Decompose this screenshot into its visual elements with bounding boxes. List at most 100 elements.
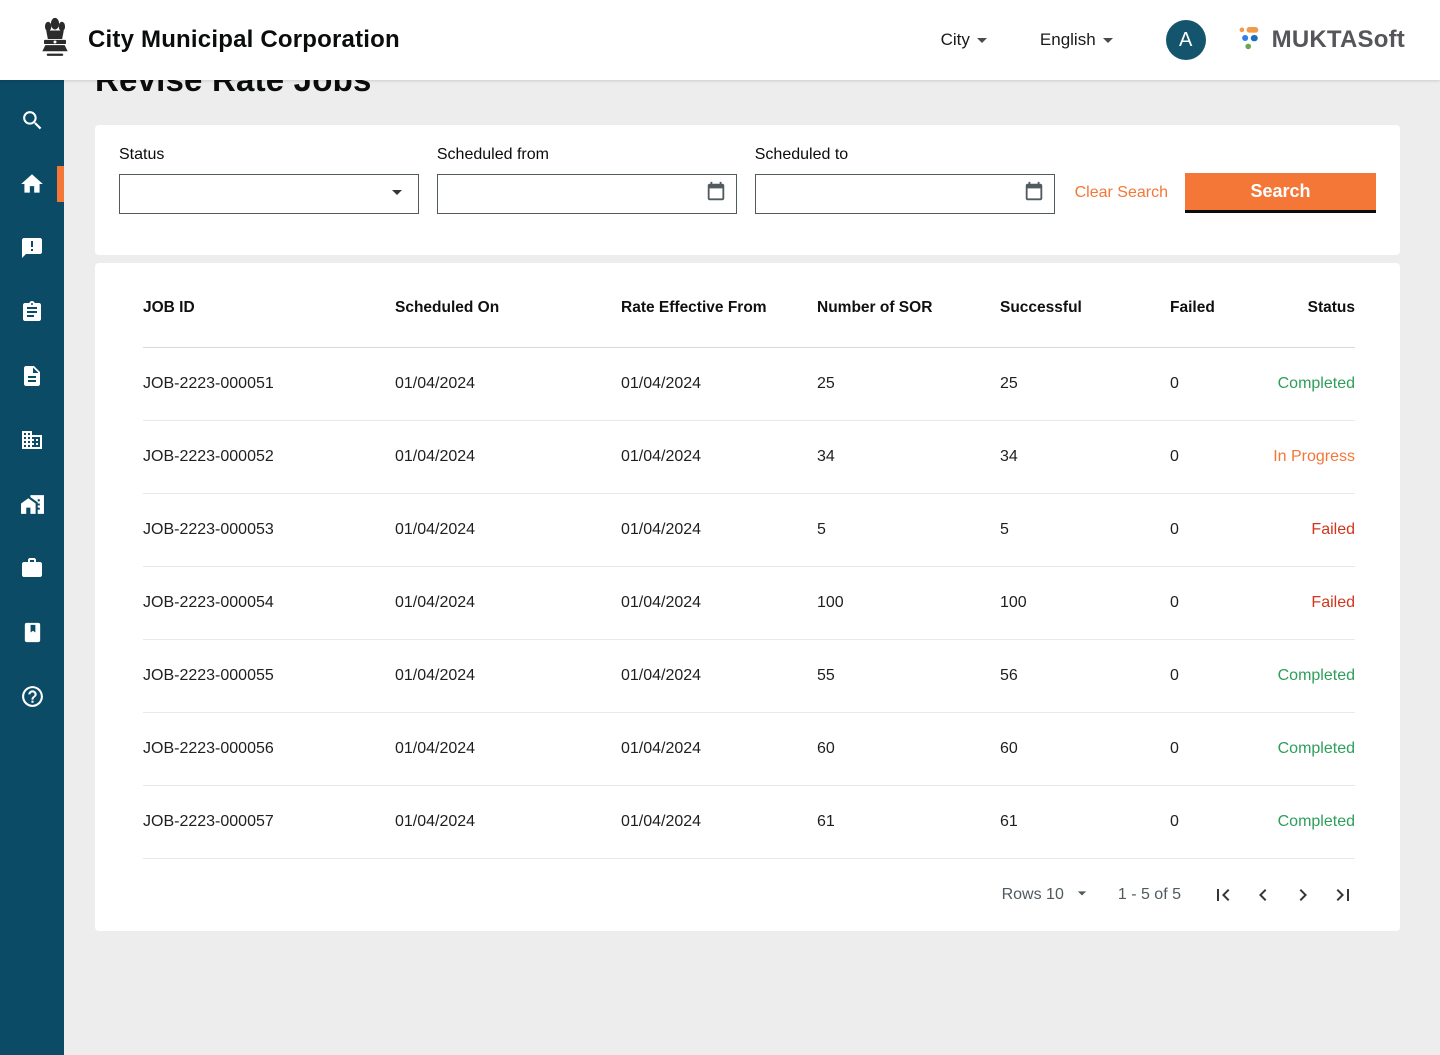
main-content: Home / Search SOR/ View Jobs Revise Rate… [64, 0, 1440, 931]
building-icon [20, 428, 44, 452]
assignment-icon [20, 300, 44, 324]
status-badge: Completed [1265, 712, 1355, 786]
cell-rate-effective-from: 01/04/2024 [621, 493, 817, 567]
language-dropdown[interactable]: English [1040, 28, 1120, 52]
first-page-button[interactable] [1211, 883, 1235, 907]
org-title: City Municipal Corporation [88, 26, 400, 53]
topbar-right: City English A MUKTASoft [941, 20, 1440, 60]
status-badge: Completed [1265, 347, 1355, 421]
city-dropdown[interactable]: City [941, 28, 994, 52]
column-header-number-of-sor: Number of SOR [817, 263, 1000, 348]
scheduled-from-label: Scheduled from [436, 146, 549, 163]
rows-per-page-select[interactable]: Rows 10 [1002, 883, 1092, 908]
cell-successful: 61 [1000, 785, 1170, 859]
table-row: JOB-2223-000056 01/04/2024 01/04/2024 60… [143, 712, 1355, 786]
table-header-row: JOB ID Scheduled On Rate Effective From … [143, 263, 1355, 348]
scheduled-to-label: Scheduled to [754, 146, 849, 163]
announcement-icon [20, 236, 44, 260]
language-dropdown-label: English [1039, 30, 1096, 49]
sidebar-item-organisation[interactable] [0, 408, 64, 472]
cell-job-id: JOB-2223-000051 [143, 347, 395, 421]
scheduled-to-input[interactable] [754, 174, 1055, 214]
column-header-status: Status [1265, 263, 1355, 348]
status-badge: Failed [1265, 566, 1355, 640]
cell-number-of-sor: 34 [817, 420, 1000, 494]
cell-number-of-sor: 100 [817, 566, 1000, 640]
table-row: JOB-2223-000057 01/04/2024 01/04/2024 61… [143, 785, 1355, 859]
document-icon [20, 364, 44, 388]
search-button[interactable]: Search [1185, 173, 1376, 213]
jobs-table: JOB ID Scheduled On Rate Effective From … [143, 263, 1355, 859]
sidebar-item-search[interactable] [0, 88, 64, 152]
cell-job-id: JOB-2223-000057 [143, 785, 395, 859]
sidebar-item-help[interactable] [0, 664, 64, 728]
table-row: JOB-2223-000052 01/04/2024 01/04/2024 34… [143, 420, 1355, 494]
cell-job-id: JOB-2223-000056 [143, 712, 395, 786]
cell-rate-effective-from: 01/04/2024 [621, 347, 817, 421]
cell-successful: 34 [1000, 420, 1170, 494]
sidebar-item-documents[interactable] [0, 344, 64, 408]
column-header-failed: Failed [1170, 263, 1265, 348]
cell-failed: 0 [1170, 712, 1265, 786]
brand-logo: MUKTASoft [1238, 24, 1405, 57]
sidebar-item-estate[interactable] [0, 472, 64, 536]
cell-number-of-sor: 55 [817, 639, 1000, 713]
cell-number-of-sor: 61 [817, 785, 1000, 859]
sidebar-item-announcements[interactable] [0, 216, 64, 280]
cell-rate-effective-from: 01/04/2024 [621, 420, 817, 494]
national-emblem-icon [38, 16, 72, 65]
cell-failed: 0 [1170, 347, 1265, 421]
cell-failed: 0 [1170, 785, 1265, 859]
sidebar-item-reference[interactable] [0, 600, 64, 664]
cell-number-of-sor: 5 [817, 493, 1000, 567]
status-field: Status [119, 146, 419, 214]
cell-job-id: JOB-2223-000055 [143, 639, 395, 713]
pagination: Rows 10 1 - 5 of 5 [143, 859, 1355, 931]
brand-dots-icon [1238, 24, 1264, 57]
chevron-down-icon [970, 28, 994, 52]
cell-scheduled-on: 01/04/2024 [395, 420, 621, 494]
cell-successful: 56 [1000, 639, 1170, 713]
status-badge: Completed [1265, 639, 1355, 713]
avatar[interactable]: A [1165, 20, 1206, 60]
cell-failed: 0 [1170, 420, 1265, 494]
calendar-icon [1023, 181, 1045, 208]
cell-scheduled-on: 01/04/2024 [395, 785, 621, 859]
next-page-button[interactable] [1291, 883, 1315, 907]
jobs-table-body: JOB-2223-000051 01/04/2024 01/04/2024 25… [143, 347, 1355, 859]
top-bar: City Municipal Corporation City English … [0, 0, 1440, 80]
column-header-scheduled-on: Scheduled On [395, 263, 621, 348]
last-page-button[interactable] [1331, 883, 1355, 907]
chevron-down-icon [1096, 28, 1120, 52]
scheduled-from-field: Scheduled from [436, 146, 737, 214]
cell-rate-effective-from: 01/04/2024 [621, 785, 817, 859]
sidebar-item-home[interactable] [0, 152, 64, 216]
sidebar-item-assignments[interactable] [0, 280, 64, 344]
status-select[interactable] [119, 174, 419, 214]
sidebar [0, 80, 64, 1055]
cell-job-id: JOB-2223-000052 [143, 420, 395, 494]
cell-job-id: JOB-2223-000054 [143, 566, 395, 640]
clear-search-link[interactable]: Clear Search [1074, 184, 1168, 201]
brand-name: MUKTASoft [1271, 26, 1405, 53]
cell-rate-effective-from: 01/04/2024 [621, 712, 817, 786]
filter-actions: Clear Search Search [1075, 173, 1376, 213]
chevron-down-icon [1072, 883, 1092, 908]
cell-scheduled-on: 01/04/2024 [395, 493, 621, 567]
scheduled-from-input[interactable] [436, 174, 737, 214]
cell-rate-effective-from: 01/04/2024 [621, 566, 817, 640]
status-badge: Completed [1265, 785, 1355, 859]
cell-successful: 60 [1000, 712, 1170, 786]
jobs-table-card: JOB ID Scheduled On Rate Effective From … [95, 263, 1400, 931]
cell-successful: 25 [1000, 347, 1170, 421]
sidebar-item-work[interactable] [0, 536, 64, 600]
previous-page-button[interactable] [1251, 883, 1275, 907]
scheduled-to-field: Scheduled to [754, 146, 1055, 214]
home-work-icon [20, 492, 45, 517]
column-header-successful: Successful [1000, 263, 1170, 348]
cell-failed: 0 [1170, 639, 1265, 713]
cell-number-of-sor: 60 [817, 712, 1000, 786]
cell-scheduled-on: 01/04/2024 [395, 566, 621, 640]
active-indicator [57, 166, 64, 202]
table-row: JOB-2223-000055 01/04/2024 01/04/2024 55… [143, 639, 1355, 713]
